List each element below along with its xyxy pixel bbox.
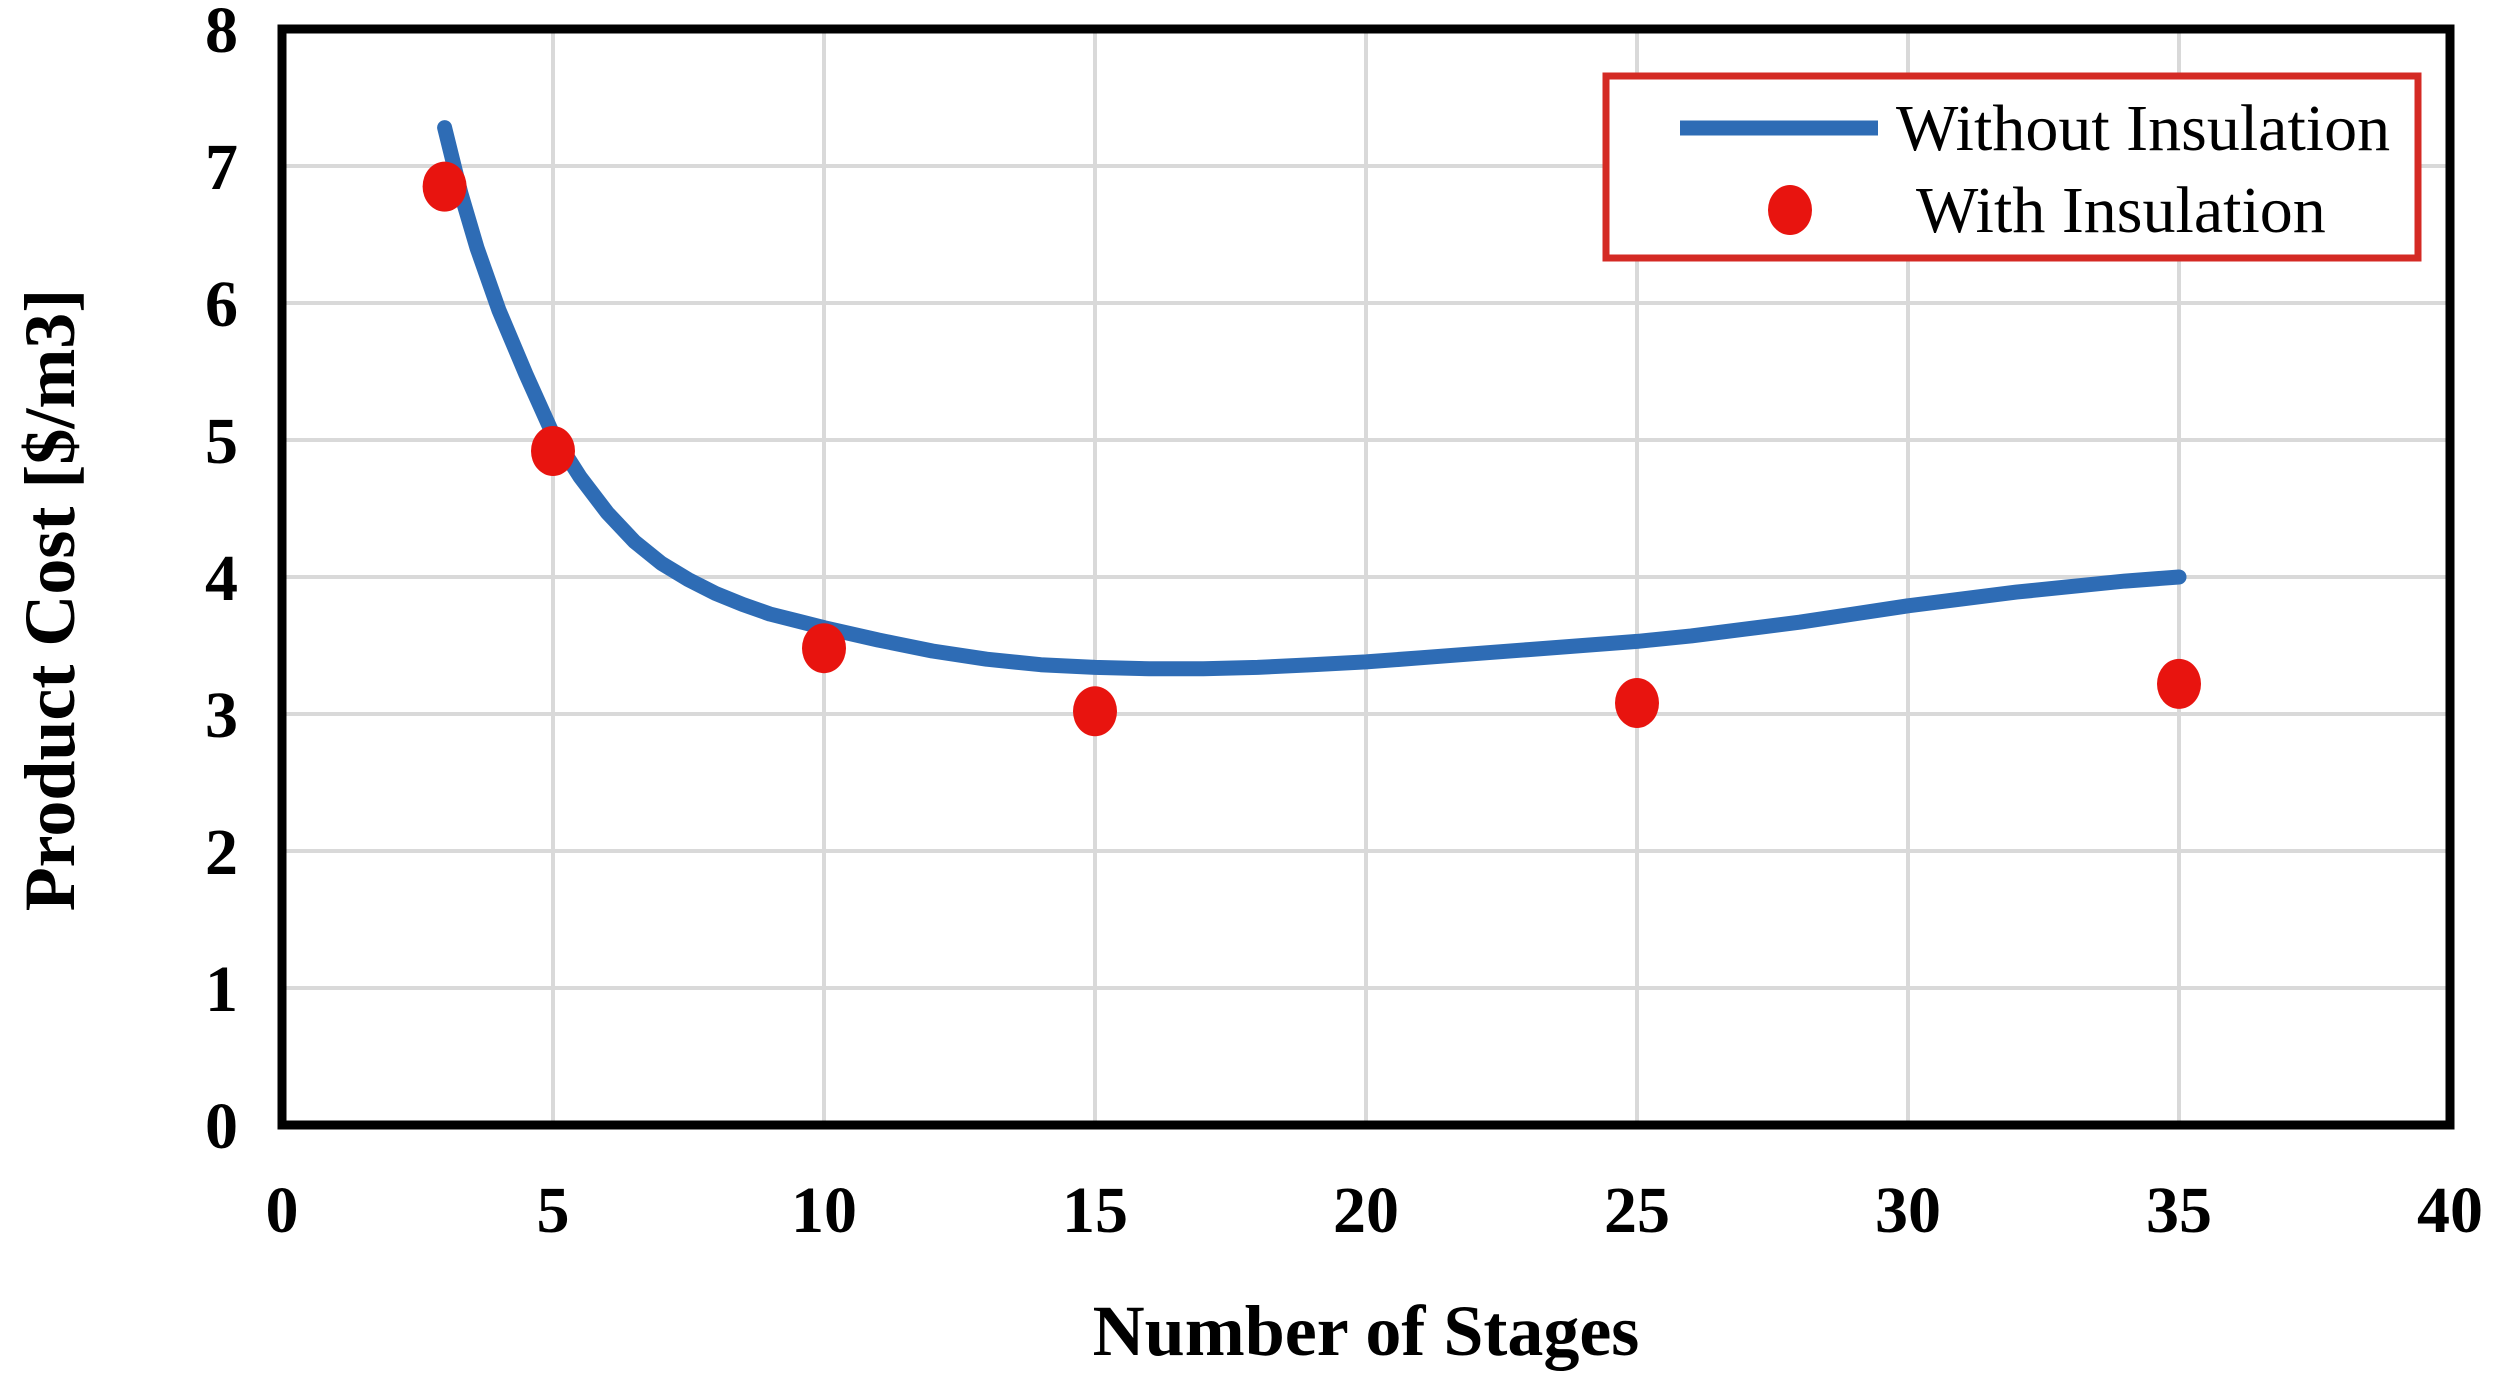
x-tick-label: 15 [1062, 1174, 1128, 1247]
y-tick-label: 5 [205, 405, 238, 478]
x-tick-label: 10 [791, 1174, 857, 1247]
x-tick-label: 30 [1875, 1174, 1941, 1247]
y-tick-label: 3 [205, 679, 238, 752]
y-tick-label: 0 [205, 1090, 238, 1163]
data-point [1615, 678, 1659, 728]
y-tick-label: 1 [205, 953, 238, 1026]
x-tick-label: 0 [266, 1174, 299, 1247]
plot-border [277, 24, 2455, 1130]
x-tick-label: 20 [1333, 1174, 1399, 1247]
x-axis-tick-labels: 0 5 10 15 20 25 30 35 40 [266, 1174, 2484, 1247]
series-line-without-insulation [437, 120, 2187, 677]
x-tick-label: 5 [537, 1174, 570, 1247]
legend-dot-sample-icon [1768, 185, 1812, 235]
x-tick-label: 35 [2146, 1174, 2212, 1247]
y-tick-label: 7 [205, 131, 238, 204]
data-point [422, 161, 467, 212]
y-tick-label: 4 [205, 542, 238, 615]
y-tick-label: 8 [205, 0, 238, 67]
y-axis-tick-labels: 0 1 2 3 4 5 6 7 8 [205, 0, 238, 1163]
legend-label-with-insulation: With Insulation [1916, 174, 2326, 247]
y-tick-label: 6 [205, 268, 238, 341]
x-tick-label: 40 [2417, 1174, 2483, 1247]
data-point [802, 623, 846, 674]
legend-label-without-insulation: Without Insulation [1896, 92, 2390, 165]
series-points-with-insulation [422, 161, 2201, 737]
x-axis-title: Number of Stages [1093, 1291, 1640, 1371]
legend-box [1602, 72, 2422, 262]
y-tick-label: 2 [205, 816, 238, 889]
y-axis-title: Product Cost [$/m3] [10, 289, 90, 912]
x-tick-label: 25 [1604, 1174, 1670, 1247]
legend: Without Insulation With Insulation [1602, 72, 2422, 262]
data-point [1073, 686, 1117, 737]
data-point [2157, 658, 2201, 709]
data-point [531, 426, 575, 476]
